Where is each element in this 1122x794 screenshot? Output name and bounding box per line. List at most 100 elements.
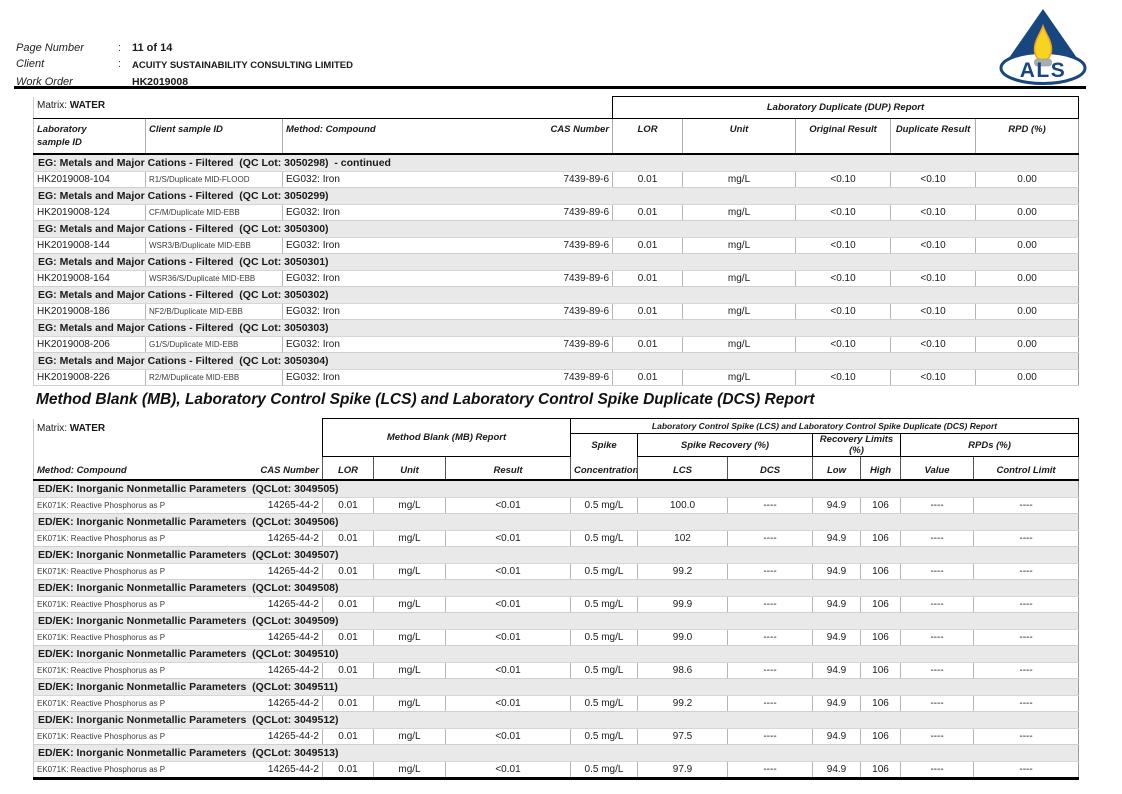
section-title: EG: Metals and Major Cations - Filtered … — [33, 352, 1079, 370]
table-cell: ---- — [727, 629, 813, 646]
table-cell: 0.01 — [322, 662, 374, 679]
table-cell: mg/L — [373, 728, 446, 745]
table-cell: ---- — [972, 662, 1079, 679]
table-cell: 100.0 — [637, 497, 728, 514]
separator: : — [118, 42, 122, 54]
table-cell: 0.01 — [322, 497, 374, 514]
table-cell: mg/L — [373, 662, 446, 679]
col-control-limit: Control Limit — [972, 456, 1079, 481]
table-cell: <0.10 — [795, 237, 891, 254]
table-cell: mg/L — [682, 336, 796, 353]
table-cell: 7439-89-6 — [537, 171, 613, 188]
table-cell: <0.10 — [890, 204, 976, 221]
table-cell: 98.6 — [637, 662, 728, 679]
table-cell: ---- — [972, 728, 1079, 745]
matrix-value: WATER — [69, 422, 106, 434]
table-cell: 0.5 mg/L — [570, 728, 638, 745]
table-cell: 7439-89-6 — [537, 270, 613, 287]
table-cell: 97.9 — [637, 761, 728, 779]
section-header-row: ED/EK: Inorganic Nonmetallic Parameters … — [33, 711, 1079, 729]
table-cell: 0.5 mg/L — [570, 596, 638, 613]
section-title: EG: Metals and Major Cations - Filtered … — [33, 154, 1079, 172]
table-cell: ---- — [972, 497, 1079, 514]
table-cell: ---- — [900, 761, 974, 779]
table-cell: ---- — [727, 530, 813, 547]
section-header-row: EG: Metals and Major Cations - Filtered … — [33, 187, 1079, 205]
table-cell: ---- — [900, 695, 974, 712]
table-cell: HK2019008-164 — [33, 270, 146, 287]
section-header-row: ED/EK: Inorganic Nonmetallic Parameters … — [33, 645, 1079, 663]
table-cell: EK071K: Reactive Phosphorus as P — [33, 662, 243, 679]
table-cell: 94.9 — [812, 530, 861, 547]
table-row: HK2019008-104 R1/S/Duplicate MID-FLOOD EG0… — [33, 171, 1079, 188]
table-cell: 106 — [860, 629, 901, 646]
table-cell: 0.00 — [975, 204, 1079, 221]
col-value: Value — [900, 456, 974, 481]
table-cell: mg/L — [373, 629, 446, 646]
work-order-value: HK2019008 — [132, 76, 189, 88]
col-low: Low — [812, 456, 861, 481]
table-cell: 94.9 — [812, 728, 861, 745]
table-cell: <0.01 — [445, 629, 571, 646]
table-cell: 0.5 mg/L — [570, 629, 638, 646]
table-cell: <0.10 — [795, 369, 891, 386]
mb-report-title: Method Blank (MB), Laboratory Control Sp… — [36, 391, 815, 408]
table-cell: 0.01 — [322, 563, 374, 580]
col-unit: Unit — [373, 456, 446, 481]
table-cell: 0.5 mg/L — [570, 761, 638, 779]
table-cell: <0.10 — [795, 336, 891, 353]
table-cell: 0.01 — [612, 204, 683, 221]
table-cell: 0.00 — [975, 270, 1079, 287]
header-rule — [14, 86, 1086, 89]
table-cell: 0.5 mg/L — [570, 695, 638, 712]
table-cell: 0.01 — [612, 336, 683, 353]
section-header-row: EG: Metals and Major Cations - Filtered … — [33, 352, 1079, 370]
section-header-row: ED/EK: Inorganic Nonmetallic Parameters … — [33, 678, 1079, 696]
table-cell: R1/S/Duplicate MID-FLOOD — [145, 171, 283, 188]
table-row: EK071K: Reactive Phosphorus as P 14265-44… — [33, 596, 1079, 613]
table-cell: 0.01 — [612, 369, 683, 386]
table-cell: 99.9 — [637, 596, 728, 613]
table-cell: ---- — [972, 629, 1079, 646]
table-cell: EK071K: Reactive Phosphorus as P — [33, 761, 243, 779]
col-lor: LOR — [322, 456, 374, 481]
section-title: ED/EK: Inorganic Nonmetallic Parameters … — [33, 744, 1079, 762]
table-cell: <0.01 — [445, 662, 571, 679]
table-cell: 0.00 — [975, 369, 1079, 386]
table-cell: 14265-44-2 — [242, 530, 323, 547]
table-cell: 99.0 — [637, 629, 728, 646]
table-cell: 106 — [860, 761, 901, 779]
table-cell: ---- — [972, 761, 1079, 779]
table-cell: EK071K: Reactive Phosphorus as P — [33, 563, 243, 580]
table-cell: <0.01 — [445, 761, 571, 779]
section-title: EG: Metals and Major Cations - Filtered … — [33, 319, 1079, 337]
table-cell: 0.5 mg/L — [570, 530, 638, 547]
table-cell: ---- — [972, 695, 1079, 712]
col-cas-number: CAS Number — [537, 118, 613, 155]
table-cell: HK2019008-104 — [33, 171, 146, 188]
table-cell: 99.2 — [637, 563, 728, 580]
table-cell: EK071K: Reactive Phosphorus as P — [33, 530, 243, 547]
table-cell: <0.01 — [445, 728, 571, 745]
table-cell: 0.01 — [322, 728, 374, 745]
table-cell: mg/L — [682, 171, 796, 188]
table-cell: 0.01 — [612, 270, 683, 287]
table-cell: <0.01 — [445, 563, 571, 580]
page-number-label: Page Number — [16, 42, 84, 54]
section-header-row: EG: Metals and Major Cations - Filtered … — [33, 319, 1079, 337]
table-cell: <0.01 — [445, 596, 571, 613]
table-cell: EK071K: Reactive Phosphorus as P — [33, 695, 243, 712]
table-cell: 14265-44-2 — [242, 695, 323, 712]
table-cell: 0.5 mg/L — [570, 563, 638, 580]
table-row: EK071K: Reactive Phosphorus as P 14265-44… — [33, 761, 1079, 779]
table-cell: mg/L — [682, 204, 796, 221]
table-row: HK2019008-164 WSR36/S/Duplicate MID-EBB EG… — [33, 270, 1079, 287]
table-cell: EK071K: Reactive Phosphorus as P — [33, 728, 243, 745]
dup-report-table-wrap: Matrix: WATER Laboratory Duplicate (DUP)… — [33, 96, 1080, 386]
matrix-prefix: Matrix: — [37, 99, 70, 111]
section-title: ED/EK: Inorganic Nonmetallic Parameters … — [33, 645, 1079, 663]
table-cell: ---- — [727, 662, 813, 679]
table-cell: 102 — [637, 530, 728, 547]
section-title: ED/EK: Inorganic Nonmetallic Parameters … — [33, 711, 1079, 729]
